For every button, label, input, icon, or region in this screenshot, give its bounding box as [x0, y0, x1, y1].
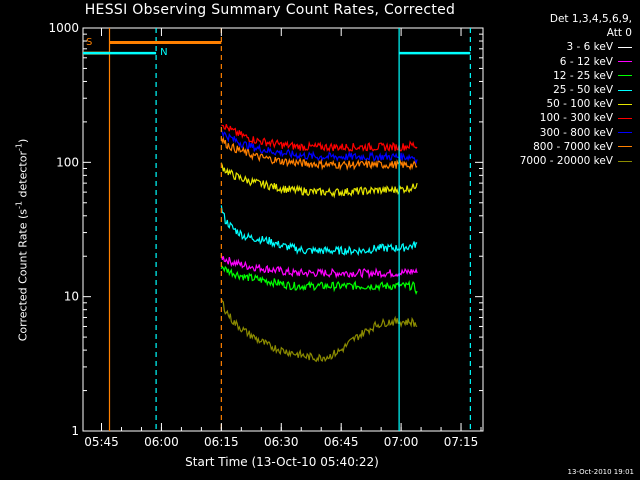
legend-entries: 3 - 6 keV 6 - 12 keV 12 - 25 keV 25 - 50 ke… [484, 40, 632, 168]
x-tick-label: 07:15 [444, 435, 479, 449]
x-tick-label: 06:30 [264, 435, 299, 449]
y-tick-label: 1 [71, 424, 79, 438]
legend-entry: 25 - 50 keV [484, 83, 632, 97]
chart-title: HESSI Observing Summary Count Rates, Cor… [84, 2, 456, 18]
y-tick-label: 100 [56, 155, 79, 169]
legend-entry-label: 100 - 300 keV [539, 112, 613, 125]
legend-entry-label: 50 - 100 keV [546, 98, 613, 111]
series-line-800-7000-kev [220, 136, 418, 171]
state-label-s: S [86, 37, 92, 48]
series-line-100-300-kev [221, 124, 418, 153]
y-tick-label: 10 [64, 290, 79, 304]
state-label-n: N [160, 47, 167, 58]
legend-entry: 100 - 300 keV [484, 111, 632, 125]
footer-timestamp: 13-Oct-2010 19:01 [567, 468, 634, 476]
legend-header-line2: Att 0 [606, 27, 632, 40]
x-tick-label: 06:45 [324, 435, 359, 449]
legend-entry-label: 800 - 7000 keV [533, 140, 613, 153]
legend-swatch [618, 160, 632, 162]
legend-entry: 12 - 25 keV [484, 69, 632, 83]
legend-header-line1: Det 1,3,4,5,6,9, [549, 13, 632, 25]
legend-entry: 7000 - 20000 keV [484, 154, 632, 168]
series-line-25-50-kev [220, 205, 418, 257]
y-axis-label-sup2: -1 [14, 143, 24, 152]
series-line-7000-20000-kev [220, 298, 418, 363]
series-line-12-25-kev [220, 265, 418, 296]
legend-swatch [618, 75, 632, 77]
series-line-50-100-kev [220, 162, 418, 199]
y-axis-label-post: ) [16, 138, 30, 144]
legend-entry-label: 6 - 12 keV [559, 55, 613, 68]
legend-entry-label: 7000 - 20000 keV [519, 155, 613, 168]
legend-swatch [618, 61, 632, 63]
x-tick-label: 06:15 [204, 435, 239, 449]
y-tick-label: 1000 [48, 21, 79, 35]
legend-entry-label: 12 - 25 keV [553, 69, 613, 82]
legend-entry-label: 3 - 6 keV [566, 41, 613, 54]
y-axis-label-sup1: -1 [14, 200, 24, 209]
chart-legend: Det 1,3,4,5,6,9, Att 0 3 - 6 keV 6 - 12 k… [484, 12, 632, 168]
legend-entry: 800 - 7000 keV [484, 140, 632, 154]
series-line-3-6-kev [221, 346, 418, 431]
legend-entry-label: 300 - 800 keV [539, 126, 613, 139]
legend-entry-label: 25 - 50 keV [553, 84, 613, 97]
legend-swatch [618, 146, 632, 148]
y-axis-label-mid: detector [16, 151, 30, 201]
legend-swatch [618, 47, 632, 48]
x-tick-label: 05:45 [84, 435, 119, 449]
legend-swatch [618, 118, 632, 120]
y-axis-label-pre: Corrected Count Rate (s [16, 208, 30, 342]
legend-entry: 300 - 800 keV [484, 126, 632, 140]
y-axis-label: Corrected Count Rate (s-1 detector-1) [15, 139, 30, 342]
legend-entry: 50 - 100 keV [484, 97, 632, 111]
legend-swatch [618, 103, 632, 105]
legend-entry: 3 - 6 keV [484, 40, 632, 54]
series-line-300-800-kev [220, 129, 418, 165]
legend-swatch [618, 89, 632, 91]
x-tick-label: 07:00 [384, 435, 419, 449]
legend-swatch [618, 132, 632, 134]
legend-entry: 6 - 12 keV [484, 55, 632, 69]
x-tick-label: 06:00 [144, 435, 179, 449]
x-axis-label: Start Time (13-Oct-10 05:40:22) [185, 455, 379, 469]
plot-frame [82, 27, 484, 432]
series-line-6-12-kev [220, 254, 418, 280]
